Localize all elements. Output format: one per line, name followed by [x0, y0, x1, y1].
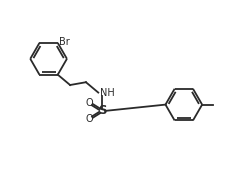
Text: Br: Br: [59, 37, 70, 47]
Text: NH: NH: [100, 88, 114, 98]
Text: S: S: [98, 104, 107, 117]
Text: O: O: [86, 114, 94, 124]
Text: O: O: [86, 98, 94, 108]
